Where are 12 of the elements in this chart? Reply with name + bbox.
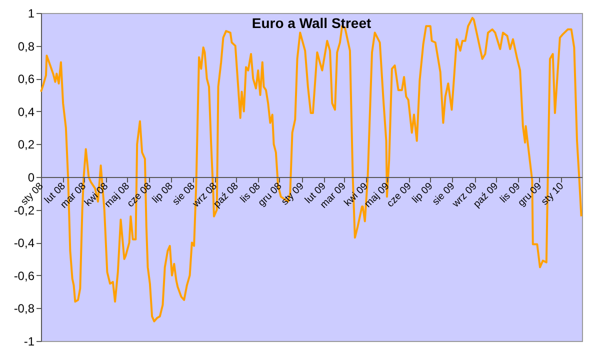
x-tick-label: sty 10: [539, 180, 566, 208]
y-tick-label: -1: [24, 334, 35, 348]
y-tick-label: -0,6: [14, 268, 35, 283]
y-tick-label: 0,4: [18, 104, 35, 119]
y-tick-label: 0,2: [18, 138, 35, 152]
y-tick-label: 0,8: [18, 39, 35, 54]
y-tick-label: 1: [28, 6, 35, 20]
y-tick-label: -0,8: [14, 302, 35, 316]
chart-title: Euro a Wall Street: [252, 15, 372, 31]
y-tick-label: 0: [28, 170, 35, 184]
y-tick-label: 0,6: [18, 72, 35, 86]
y-tick-label: -0,4: [14, 236, 35, 250]
